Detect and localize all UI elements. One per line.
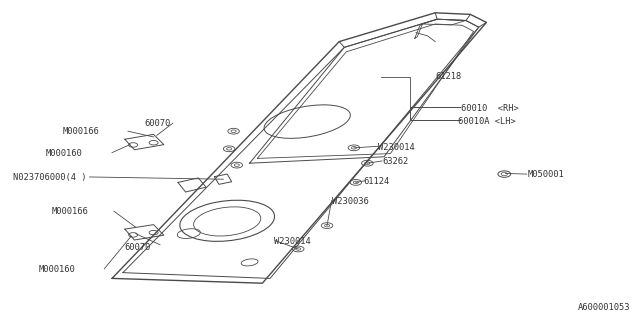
Text: M000160: M000160 — [46, 149, 83, 158]
Text: 60010  <RH>: 60010 <RH> — [461, 104, 518, 113]
Text: 61124: 61124 — [364, 177, 390, 186]
Text: W230014: W230014 — [378, 143, 414, 152]
Text: M050001: M050001 — [528, 170, 564, 179]
Text: M000166: M000166 — [63, 127, 99, 136]
Text: M000160: M000160 — [38, 265, 75, 274]
Text: 60070: 60070 — [125, 243, 151, 252]
Text: 61218: 61218 — [435, 72, 461, 81]
Text: W230036: W230036 — [332, 197, 368, 206]
Text: W230014: W230014 — [274, 237, 310, 246]
Text: N023706000(4 ): N023706000(4 ) — [13, 173, 86, 182]
Text: 63262: 63262 — [382, 157, 408, 166]
Text: A600001053: A600001053 — [578, 303, 630, 312]
Text: 60070: 60070 — [144, 119, 170, 128]
Text: M000166: M000166 — [51, 207, 88, 216]
Text: 60010A <LH>: 60010A <LH> — [458, 117, 516, 126]
